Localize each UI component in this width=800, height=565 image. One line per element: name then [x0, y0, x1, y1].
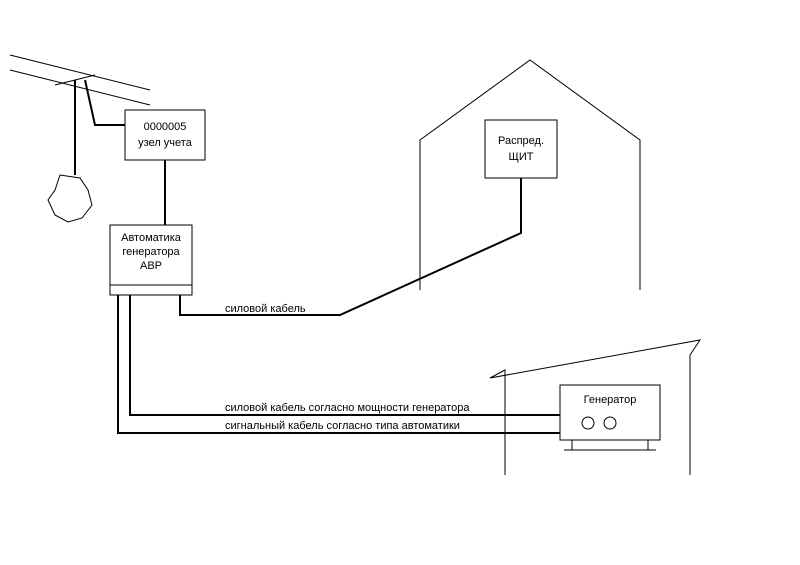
label-power-panel: силовой кабель [225, 303, 306, 315]
generator-label: Генератор [584, 394, 637, 406]
panel-line2: ЩИТ [509, 151, 534, 163]
generator-node: Генератор [560, 385, 660, 450]
label-power-gen: силовой кабель согласно мощности генерат… [225, 402, 470, 414]
panel-line1: Распред. [498, 135, 544, 147]
avr-line2: генератора [122, 246, 180, 258]
avr-line3: АВР [140, 260, 162, 272]
label-signal-gen: сигнальный кабель согласно типа автомати… [225, 420, 460, 432]
meter-line2: узел учета [138, 137, 193, 149]
meter-line1: 0000005 [144, 121, 187, 133]
avr-node: Автоматика генератора АВР [110, 225, 192, 295]
wiring-diagram: 0000005 узел учета Автоматика генератора… [0, 0, 800, 565]
avr-line1: Автоматика [121, 232, 182, 244]
panel-node: Распред. ЩИТ [485, 120, 557, 178]
cable-avr-panel [180, 178, 521, 315]
meter-node: 0000005 узел учета [125, 110, 205, 160]
